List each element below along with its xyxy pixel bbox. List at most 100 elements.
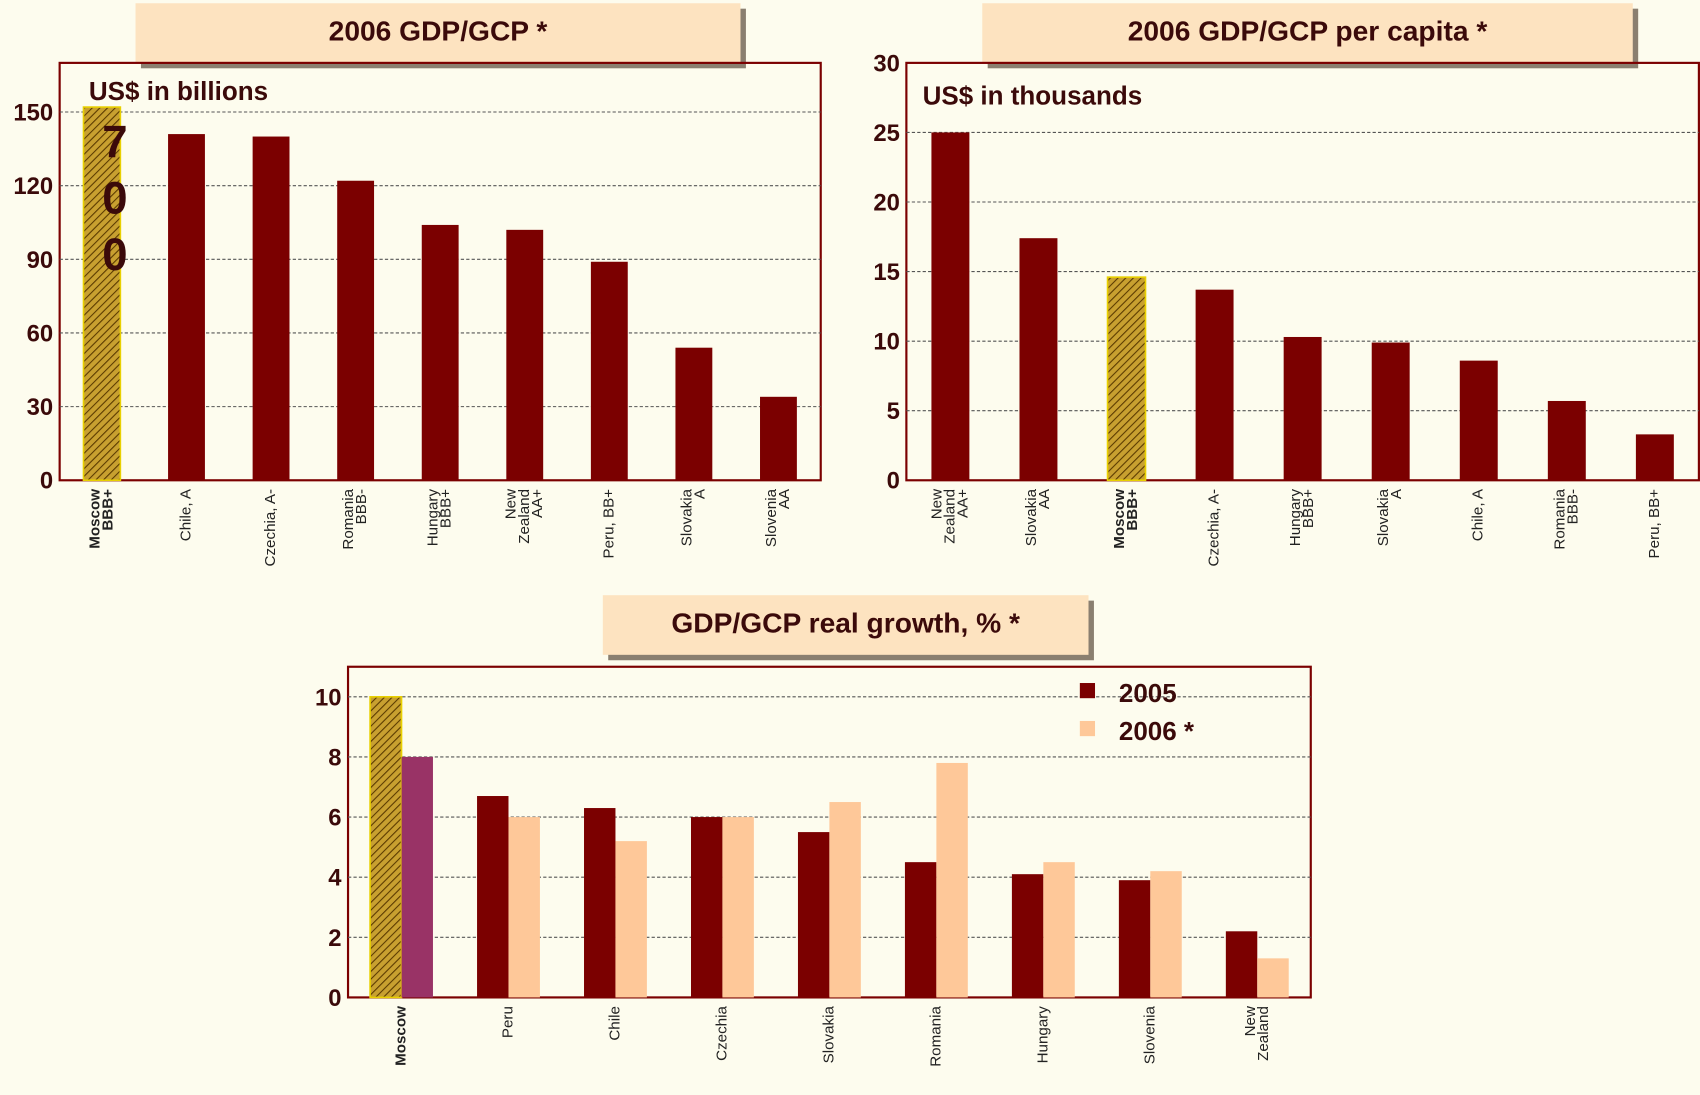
bar — [1459, 360, 1498, 481]
x-tick-label: Zealand — [516, 489, 533, 544]
y-tick-label: 8 — [328, 744, 341, 771]
x-tick-label: Chile — [606, 1006, 623, 1041]
bar — [1283, 336, 1322, 481]
x-tick-label: New — [928, 489, 945, 519]
x-tick-label: Slovakia — [1023, 488, 1040, 546]
x-tick-label: BBB+ — [1124, 489, 1141, 531]
annotation-char: 0 — [102, 229, 127, 280]
bar — [584, 808, 616, 998]
bar — [421, 224, 459, 481]
y-tick-label: 4 — [328, 865, 342, 892]
y-tick-label: 10 — [873, 329, 900, 356]
title-box — [982, 3, 1633, 63]
bar — [1043, 862, 1075, 998]
bar — [829, 802, 861, 998]
x-tick-label: Chile, A — [1470, 488, 1487, 541]
x-tick-label: AA+ — [954, 489, 971, 518]
bar — [722, 817, 754, 998]
bar — [168, 134, 205, 481]
bar — [590, 261, 628, 481]
bar — [615, 841, 647, 998]
bar — [1019, 238, 1058, 481]
x-tick-label: Romania — [1551, 488, 1568, 549]
chart-title: 2006 GDP/GCP * — [329, 15, 548, 47]
y-tick-label: 25 — [873, 120, 900, 147]
y-tick-label: 5 — [887, 398, 900, 425]
x-tick-label: Peru — [499, 1006, 516, 1038]
x-tick-label: Slovakia — [820, 1006, 837, 1064]
bar — [401, 756, 433, 998]
y-tick-label: 0 — [40, 468, 53, 495]
y-tick-label: 20 — [873, 189, 900, 216]
y-tick-label: 120 — [13, 173, 53, 200]
bar — [1106, 276, 1147, 482]
x-tick-label: Peru, BB+ — [600, 489, 617, 559]
x-tick-label: Zealand — [1255, 1006, 1272, 1061]
title-box — [602, 595, 1089, 655]
bar — [797, 832, 830, 998]
y-tick-label: 0 — [887, 468, 900, 495]
y-tick-label: 2 — [328, 925, 341, 952]
y-tick-label: 150 — [13, 99, 53, 126]
x-tick-label: Czechia — [713, 1006, 730, 1061]
x-tick-label: Czechia, A- — [262, 489, 279, 567]
x-tick-label: AA — [776, 488, 793, 509]
y-tick-label: 0 — [328, 985, 341, 1012]
bar — [477, 796, 509, 998]
x-tick-label: Czechia, A- — [1206, 489, 1223, 567]
bar — [1150, 871, 1182, 998]
legend-label: 2006 * — [1119, 716, 1195, 746]
x-tick-label: Chile, A — [177, 488, 194, 541]
bar — [1118, 880, 1151, 998]
bar — [369, 696, 403, 999]
x-tick-label: Hungary — [1287, 489, 1304, 547]
bar — [1547, 400, 1586, 481]
x-tick-label: Moscow — [1111, 489, 1128, 549]
title-box — [135, 3, 741, 63]
bar — [1011, 874, 1044, 998]
y-tick-label: 30 — [873, 50, 900, 77]
x-tick-label: Slovenia — [1141, 1006, 1158, 1065]
x-tick-label: Peru, BB+ — [1646, 489, 1663, 559]
legend-swatch — [1079, 683, 1096, 699]
x-tick-label: Slovakia — [678, 488, 695, 546]
bar — [936, 762, 968, 998]
y-tick-label: 15 — [873, 259, 900, 286]
y-tick-label: 6 — [328, 805, 341, 832]
x-tick-label: New — [503, 489, 520, 519]
x-tick-label: BBB- — [353, 489, 370, 524]
x-tick-label: A — [1388, 488, 1405, 499]
subtitle: US$ in billions — [89, 76, 268, 106]
x-tick-label: Romania — [340, 488, 357, 549]
bar — [1195, 289, 1234, 481]
x-tick-label: Hungary — [1034, 1006, 1051, 1064]
annotation-char: 0 — [102, 172, 127, 223]
x-tick-label: A — [691, 488, 708, 499]
x-tick-label: Zealand — [941, 489, 958, 544]
subtitle: US$ in thousands — [923, 80, 1143, 110]
bar — [675, 347, 713, 481]
legend-label: 2005 — [1119, 678, 1177, 708]
x-tick-label: AA — [1036, 488, 1053, 509]
x-tick-label: New — [1242, 1006, 1259, 1036]
chart-title: GDP/GCP real growth, % * — [671, 606, 1020, 638]
bar — [1371, 342, 1410, 481]
x-tick-label: Romania — [927, 1006, 944, 1067]
bar — [1635, 434, 1674, 481]
annotation-char: 7 — [102, 116, 127, 167]
bar — [82, 106, 122, 482]
x-tick-label: BBB- — [1564, 489, 1581, 524]
x-tick-label: BBB+ — [99, 489, 116, 531]
x-tick-label: Hungary — [425, 489, 442, 547]
chart-title: 2006 GDP/GCP per capita * — [1128, 15, 1488, 47]
y-tick-label: 10 — [315, 684, 342, 711]
bar — [904, 862, 937, 998]
legend-swatch — [1079, 720, 1096, 737]
bar — [506, 229, 544, 481]
y-tick-label: 60 — [27, 320, 54, 347]
bar — [1225, 931, 1258, 998]
bar — [690, 817, 723, 998]
y-tick-label: 30 — [27, 394, 54, 421]
